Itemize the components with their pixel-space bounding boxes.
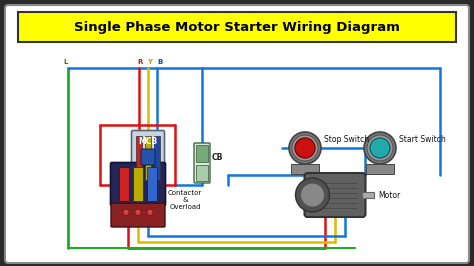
Text: MCB: MCB bbox=[138, 138, 157, 147]
Bar bbox=[136, 136, 142, 180]
FancyBboxPatch shape bbox=[131, 131, 164, 185]
FancyBboxPatch shape bbox=[111, 203, 165, 227]
Bar bbox=[154, 136, 160, 180]
Text: Start Switch: Start Switch bbox=[399, 135, 446, 144]
Text: B: B bbox=[157, 59, 163, 65]
FancyBboxPatch shape bbox=[304, 173, 365, 217]
Circle shape bbox=[135, 209, 141, 215]
Bar bbox=[363, 192, 374, 198]
Text: CB: CB bbox=[212, 153, 223, 163]
FancyBboxPatch shape bbox=[194, 143, 210, 183]
Circle shape bbox=[147, 209, 153, 215]
Text: Contactor
&
Overload: Contactor & Overload bbox=[168, 190, 202, 210]
Bar bbox=[196, 145, 208, 162]
FancyBboxPatch shape bbox=[141, 149, 155, 165]
Circle shape bbox=[301, 183, 325, 207]
Circle shape bbox=[367, 135, 393, 161]
Text: Stop Switch: Stop Switch bbox=[324, 135, 369, 144]
Text: Single Phase Motor Starter Wiring Diagram: Single Phase Motor Starter Wiring Diagra… bbox=[74, 20, 400, 34]
Bar bbox=[147, 167, 157, 201]
Circle shape bbox=[292, 135, 318, 161]
Circle shape bbox=[123, 209, 129, 215]
Text: L: L bbox=[64, 59, 68, 65]
Circle shape bbox=[370, 138, 390, 158]
FancyBboxPatch shape bbox=[110, 163, 165, 206]
Text: Y: Y bbox=[147, 59, 153, 65]
Circle shape bbox=[295, 178, 329, 212]
Bar bbox=[291, 164, 319, 174]
FancyBboxPatch shape bbox=[5, 5, 469, 263]
Bar bbox=[145, 136, 151, 180]
Text: Motor: Motor bbox=[379, 190, 401, 200]
Text: R: R bbox=[137, 59, 143, 65]
Circle shape bbox=[295, 138, 315, 158]
Bar bbox=[366, 164, 394, 174]
Bar bbox=[119, 167, 129, 201]
Bar bbox=[133, 167, 143, 201]
Circle shape bbox=[364, 132, 396, 164]
Circle shape bbox=[289, 132, 321, 164]
Bar bbox=[196, 165, 208, 181]
Bar bbox=[18, 12, 456, 42]
